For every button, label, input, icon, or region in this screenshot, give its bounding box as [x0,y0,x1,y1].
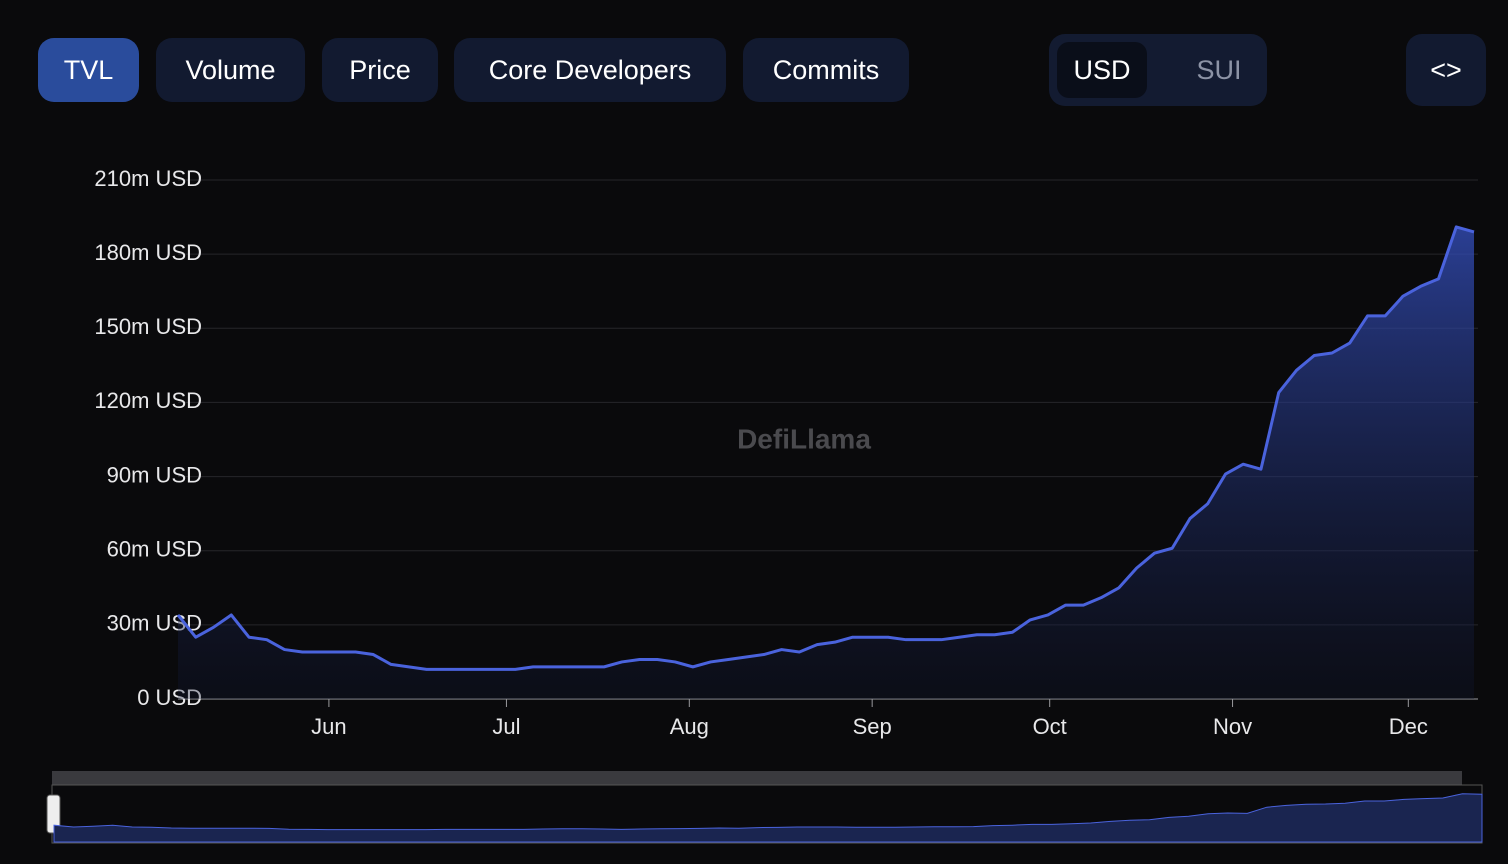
currency-button[interactable]: SUI [1196,54,1242,85]
x-tick-label: Nov [1213,714,1252,739]
x-tick-label: Sep [853,714,892,739]
tab-button[interactable]: Commits [743,38,909,102]
y-tick-label: 120m USD [94,388,202,413]
tab-button[interactable]: Core Developers [454,38,726,102]
currency-toggle: USD SUI [1049,34,1267,106]
tab-button[interactable]: TVL [38,38,139,102]
watermark: DefiLlama [737,423,871,454]
y-tick-label: 60m USD [107,537,202,562]
area-fill [178,226,1474,699]
y-tick-label: 90m USD [107,462,202,487]
x-tick-label: Dec [1389,714,1428,739]
tab-button[interactable]: Volume [156,38,305,102]
line [176,225,1475,671]
embed-button[interactable]: <> [1406,34,1486,106]
x-tick-label: Jul [492,714,520,739]
x-tick-label: Aug [670,714,709,739]
x-tick-label: Jun [311,714,346,739]
y-tick-label: 210m USD [94,166,202,191]
y-tick-label: 150m USD [94,314,202,339]
y-tick-label: 180m USD [94,240,202,265]
navigator-bar[interactable] [52,771,1462,785]
currency-button[interactable]: USD [1057,42,1147,98]
x-tick-label: Oct [1033,714,1067,739]
tab-button[interactable]: Price [322,38,438,102]
navigator-area [53,793,1483,843]
